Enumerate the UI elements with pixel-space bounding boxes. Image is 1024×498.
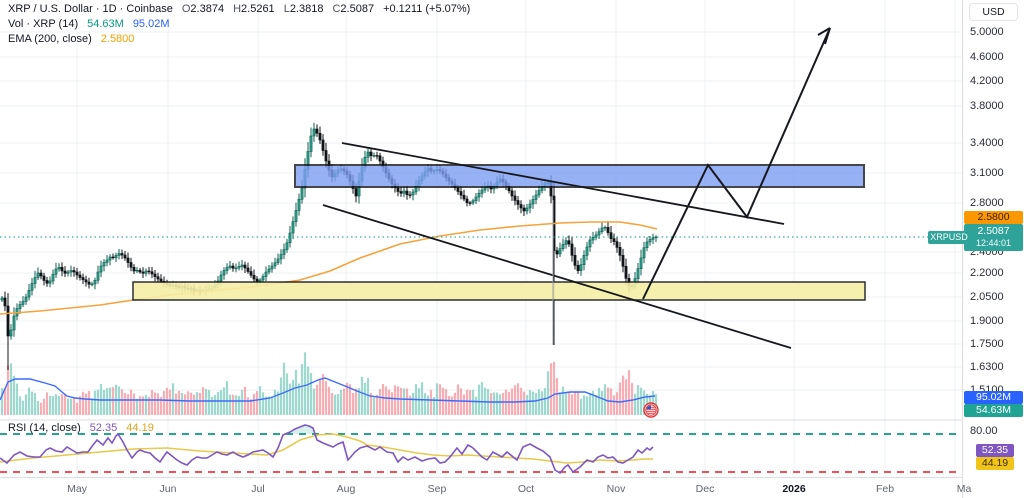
time-tick-label: Sep xyxy=(427,483,447,495)
symbol-price-label: XRPUSD xyxy=(928,231,970,244)
price-tick-label: 3.1000 xyxy=(970,167,1004,179)
time-tick-label: Oct xyxy=(517,483,535,495)
price-tick-label: 3.4000 xyxy=(970,137,1004,149)
bar-countdown: 12:44:01 xyxy=(975,238,1012,248)
rsi-line[interactable] xyxy=(0,424,654,475)
volume-badge: 95.02M xyxy=(964,391,1023,404)
price-tick-label: 1.6300 xyxy=(970,361,1004,373)
symbol-title: XRP / U.S. Dollar · 1D · Coinbase xyxy=(8,3,173,15)
price-tick-label: 2.0500 xyxy=(970,291,1004,303)
time-tick-label: Feb xyxy=(875,483,895,495)
lower-trendline[interactable] xyxy=(322,204,792,349)
ema-indicator-label: EMA (200, close) xyxy=(8,33,92,45)
symbol-legend-row[interactable]: XRP / U.S. Dollar · 1D · Coinbase O2.387… xyxy=(8,3,470,15)
ohlc-high: H2.5261 xyxy=(233,3,275,15)
rsi-ma-value-badge: 44.19 xyxy=(976,457,1014,470)
ema-legend-row[interactable]: EMA (200, close) 2.5800 xyxy=(8,33,134,45)
volume-value: 95.02M xyxy=(132,18,170,30)
time-tick-label: May xyxy=(67,483,87,495)
economic-event-icon[interactable] xyxy=(643,402,659,418)
ema-price-badge: 2.5800 xyxy=(964,211,1023,224)
price-tick-label: 2.2000 xyxy=(970,267,1004,279)
support-zone-rect[interactable] xyxy=(132,281,866,301)
time-tick-label: Nov xyxy=(606,483,626,495)
time-tick-label: Ma xyxy=(956,483,972,495)
price-tick-label: 5.0000 xyxy=(970,26,1004,38)
rsi-ma-line xyxy=(0,433,653,464)
volume-ma-badge: 54.63M xyxy=(964,404,1023,417)
last-price-badge: 2.5087 12:44:01 xyxy=(964,224,1023,251)
arrow-head xyxy=(817,27,831,36)
time-axis[interactable]: May Jun Jul Aug Sep Oct Nov Dec 2026 Feb Ma xyxy=(0,478,971,498)
currency-toggle-button[interactable]: USD xyxy=(969,3,1018,21)
volume-legend-row[interactable]: Vol · XRP (14) 54.63M 95.02M xyxy=(8,18,170,30)
rsi-legend-row[interactable]: RSI (14, close) 52.35 44.19 xyxy=(8,422,154,434)
ohlc-low: L2.3818 xyxy=(283,3,324,15)
ema-200-line[interactable] xyxy=(0,221,658,315)
resistance-zone-rect[interactable] xyxy=(294,164,865,188)
ohlc-open: O2.3874 xyxy=(181,3,225,15)
price-tick-label: 1.7500 xyxy=(970,338,1004,350)
price-tick-label: 2.8000 xyxy=(970,197,1004,209)
chart-canvas[interactable] xyxy=(0,0,962,478)
time-tick-label: 2026 xyxy=(782,483,806,495)
arrow-head xyxy=(824,27,831,45)
price-change: +0.1211 (+5.07%) xyxy=(383,3,471,15)
price-tick-label: 4.2000 xyxy=(970,75,1004,87)
time-tick-label: Aug xyxy=(336,483,356,495)
upper-trendline[interactable] xyxy=(341,142,785,225)
projection-arrow-line[interactable] xyxy=(642,27,831,300)
price-tick-label: 1.9000 xyxy=(970,315,1004,327)
ema-value: 2.5800 xyxy=(100,33,135,45)
candlesticks xyxy=(0,122,658,370)
volume-ma-line xyxy=(0,377,656,403)
volume-ma-value: 54.63M xyxy=(87,18,124,30)
price-tick-label: 4.6000 xyxy=(970,51,1004,63)
ohlc-close: C2.5087 xyxy=(332,3,375,15)
rsi-indicator-label: RSI (14, close) xyxy=(8,422,81,434)
rsi-value-badge: 52.35 xyxy=(976,444,1014,457)
time-tick-label: Jun xyxy=(159,483,177,495)
rsi-overbought-tick: 80.00 xyxy=(970,425,998,437)
rsi-value: 52.35 xyxy=(89,422,118,434)
price-tick-label: 3.8000 xyxy=(970,100,1004,112)
time-tick-label: Jul xyxy=(251,483,265,495)
time-tick-label: Dec xyxy=(695,483,715,495)
price-axis[interactable]: USD 5.0000 4.6000 4.2000 3.8000 3.4000 3.1000… xyxy=(962,0,1024,498)
volume-bars xyxy=(0,352,658,415)
rsi-ma-value: 44.19 xyxy=(126,422,154,434)
volume-indicator-label: Vol · XRP (14) xyxy=(8,18,79,30)
rsi-overbought-fill xyxy=(288,425,316,434)
